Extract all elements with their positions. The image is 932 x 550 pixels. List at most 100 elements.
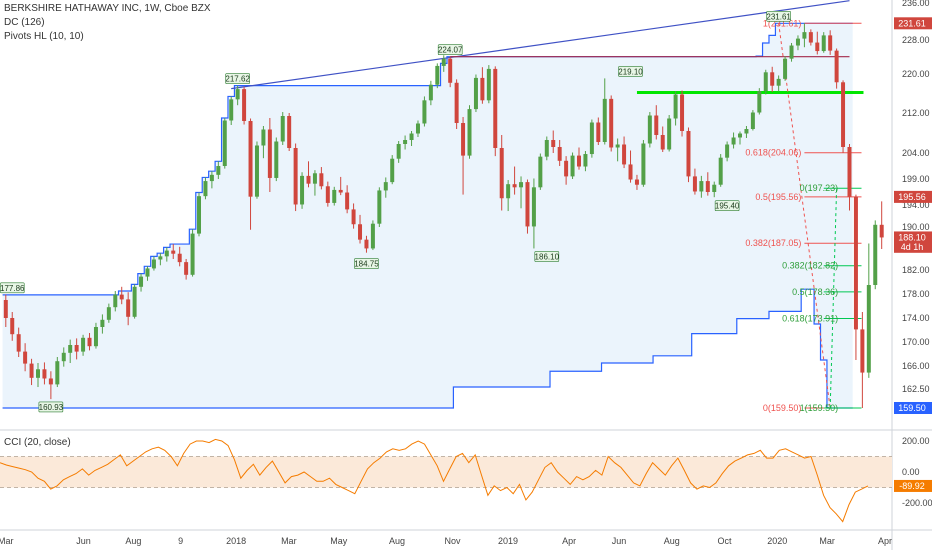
candle[interactable] [757,88,762,115]
candle[interactable] [203,177,208,200]
candle[interactable] [87,333,92,351]
candle[interactable] [828,30,833,55]
candle[interactable] [390,155,395,185]
candle[interactable] [10,312,15,341]
candle[interactable] [23,343,28,372]
candle[interactable] [370,220,375,251]
candle[interactable] [3,294,8,327]
candle[interactable] [847,144,852,211]
candle[interactable] [113,291,118,312]
candle[interactable] [815,31,820,55]
candle[interactable] [377,187,382,227]
candle[interactable] [738,131,743,145]
candle[interactable] [358,214,363,244]
candle[interactable] [151,256,156,271]
candle[interactable] [68,339,73,363]
candle[interactable] [158,253,163,266]
candle[interactable] [274,137,279,182]
candle[interactable] [789,42,794,62]
candle[interactable] [473,74,478,113]
candle[interactable] [306,161,311,188]
candle[interactable] [177,246,182,267]
candle[interactable] [731,132,736,149]
candle[interactable] [235,85,240,106]
candle[interactable] [667,115,672,152]
candle[interactable] [531,178,536,249]
candle[interactable] [744,126,749,138]
candle[interactable] [383,177,388,198]
candle[interactable] [750,110,755,131]
candle[interactable] [622,136,627,169]
candle[interactable] [74,338,79,360]
candle[interactable] [866,243,871,378]
candle[interactable] [641,140,646,187]
candle[interactable] [222,118,227,169]
candle[interactable] [705,172,710,196]
candle[interactable] [409,131,414,146]
candle[interactable] [325,181,330,207]
candle[interactable] [673,91,678,126]
candle[interactable] [248,118,253,230]
candle[interactable] [596,117,601,146]
candle[interactable] [164,247,169,262]
candle[interactable] [480,67,485,104]
candle[interactable] [435,63,440,89]
candle[interactable] [853,194,858,360]
candle[interactable] [351,203,356,229]
candle[interactable] [860,312,865,408]
candle[interactable] [345,185,350,214]
candle[interactable] [841,80,846,153]
candle[interactable] [660,126,665,153]
candle[interactable] [139,273,144,292]
candle[interactable] [312,170,317,196]
candles[interactable] [3,23,884,408]
candle[interactable] [254,141,259,199]
candle[interactable] [486,65,491,104]
candle[interactable] [396,141,401,163]
candle[interactable] [106,303,111,323]
candle[interactable] [692,168,697,195]
candle[interactable] [36,363,40,388]
candle[interactable] [319,167,324,190]
candle[interactable] [795,35,800,51]
candle[interactable] [364,235,369,253]
candle[interactable] [422,96,427,127]
candle[interactable] [557,140,562,166]
candle[interactable] [525,179,530,234]
candle[interactable] [879,201,884,249]
candle[interactable] [461,117,466,195]
candle[interactable] [770,66,775,93]
candle[interactable] [61,347,66,367]
candle[interactable] [190,229,195,277]
candle[interactable] [776,75,781,92]
candle[interactable] [332,186,337,206]
candle[interactable] [145,266,150,281]
candle[interactable] [441,55,446,72]
candle[interactable] [589,119,594,158]
candle[interactable] [570,152,575,180]
candle[interactable] [654,105,659,140]
candle[interactable] [267,118,272,192]
candle[interactable] [242,86,247,125]
candle[interactable] [576,147,581,170]
candle[interactable] [551,130,556,154]
candle[interactable] [712,181,717,198]
candle[interactable] [519,176,524,209]
candle[interactable] [615,138,620,162]
candle[interactable] [93,322,98,349]
candle[interactable] [583,151,588,172]
candle[interactable] [229,96,234,125]
candle[interactable] [493,66,498,157]
candle[interactable] [609,95,614,152]
candle[interactable] [48,371,53,400]
candle[interactable] [512,166,517,195]
candle[interactable] [783,56,788,81]
candle[interactable] [197,192,202,237]
candle[interactable] [467,105,472,159]
candle[interactable] [16,327,21,357]
candle[interactable] [29,358,34,386]
candle[interactable] [602,78,607,145]
candle[interactable] [725,141,730,162]
candle[interactable] [628,150,633,183]
